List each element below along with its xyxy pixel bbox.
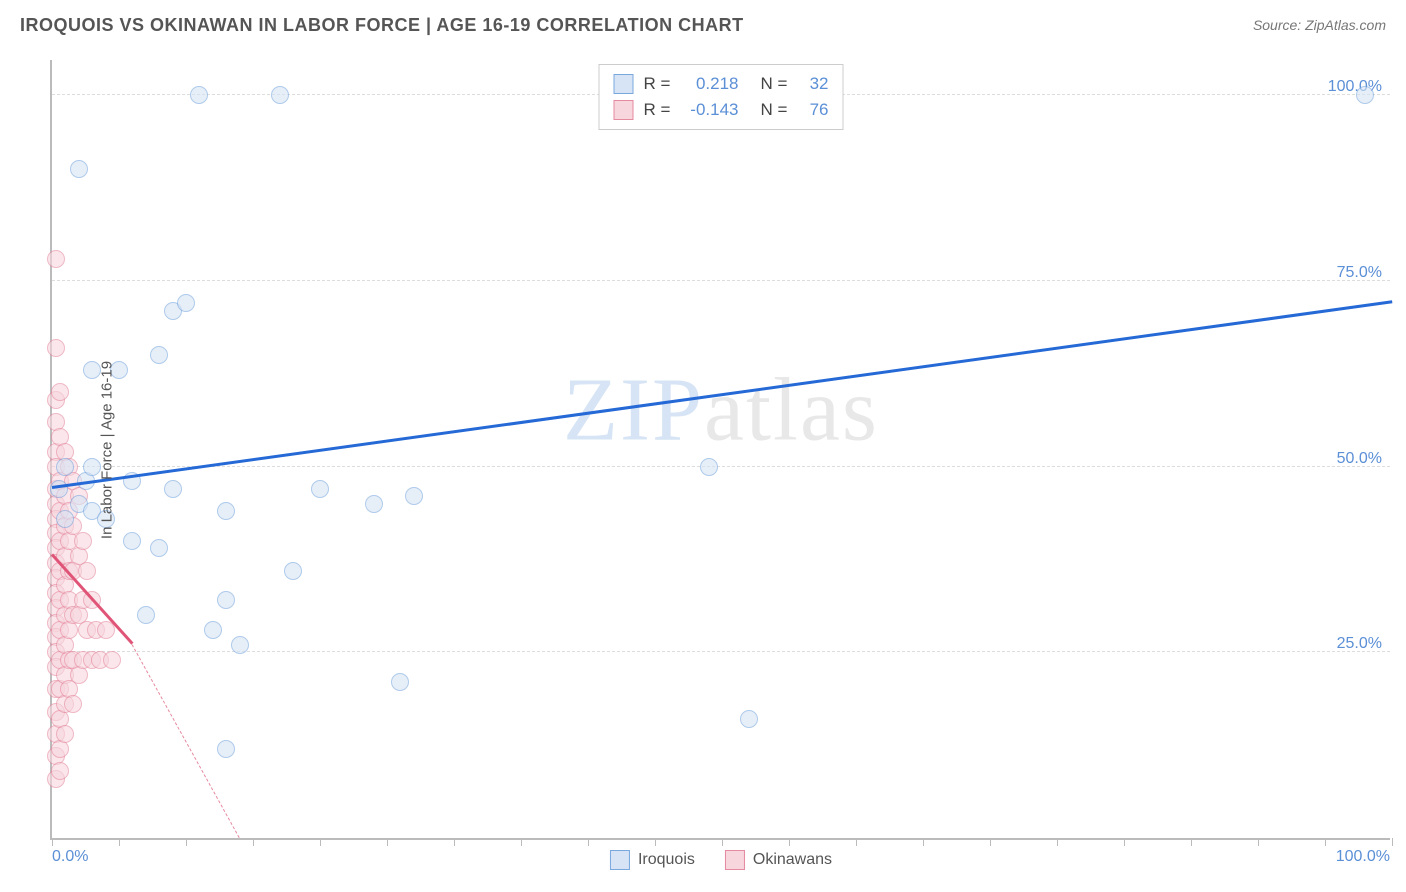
plot-region: ZIPatlas 25.0%50.0%75.0%100.0%0.0%100.0%… bbox=[50, 60, 1390, 840]
data-point bbox=[123, 532, 141, 550]
x-tick bbox=[52, 838, 53, 846]
legend-row: R =0.218N =32 bbox=[614, 71, 829, 97]
data-point bbox=[365, 495, 383, 513]
data-point bbox=[164, 480, 182, 498]
n-value: 32 bbox=[801, 74, 829, 94]
x-tick bbox=[1191, 838, 1192, 846]
data-point bbox=[47, 339, 65, 357]
data-point bbox=[217, 591, 235, 609]
legend-label: Iroquois bbox=[638, 851, 695, 869]
data-point bbox=[74, 532, 92, 550]
x-tick bbox=[1057, 838, 1058, 846]
legend-stats: R =0.218N =32R =-0.143N =76 bbox=[599, 64, 844, 130]
x-tick-label: 0.0% bbox=[52, 848, 88, 866]
x-tick bbox=[1392, 838, 1393, 846]
data-point bbox=[64, 695, 82, 713]
data-point bbox=[103, 651, 121, 669]
x-tick bbox=[923, 838, 924, 846]
legend-swatch bbox=[725, 850, 745, 870]
data-point bbox=[56, 510, 74, 528]
legend-swatch bbox=[614, 100, 634, 120]
x-tick bbox=[521, 838, 522, 846]
data-point bbox=[405, 487, 423, 505]
y-tick-label: 50.0% bbox=[1337, 450, 1382, 468]
trend-line bbox=[52, 300, 1392, 489]
data-point bbox=[78, 562, 96, 580]
x-tick bbox=[1124, 838, 1125, 846]
x-tick bbox=[655, 838, 656, 846]
chart-title: IROQUOIS VS OKINAWAN IN LABOR FORCE | AG… bbox=[20, 15, 744, 36]
n-value: 76 bbox=[801, 100, 829, 120]
gridline bbox=[52, 466, 1390, 467]
data-point bbox=[56, 458, 74, 476]
x-tick bbox=[253, 838, 254, 846]
x-tick bbox=[856, 838, 857, 846]
x-tick bbox=[722, 838, 723, 846]
legend-item: Iroquois bbox=[610, 850, 695, 870]
r-value: -0.143 bbox=[684, 100, 739, 120]
x-tick-label: 100.0% bbox=[1336, 848, 1390, 866]
legend-label: Okinawans bbox=[753, 851, 832, 869]
data-point bbox=[56, 725, 74, 743]
legend-swatch bbox=[610, 850, 630, 870]
data-point bbox=[177, 294, 195, 312]
data-point bbox=[700, 458, 718, 476]
x-tick bbox=[186, 838, 187, 846]
data-point bbox=[391, 673, 409, 691]
data-point bbox=[1356, 86, 1374, 104]
data-point bbox=[271, 86, 289, 104]
data-point bbox=[150, 346, 168, 364]
y-tick-label: 75.0% bbox=[1337, 264, 1382, 282]
gridline bbox=[52, 280, 1390, 281]
data-point bbox=[740, 710, 758, 728]
chart-area: ZIPatlas 25.0%50.0%75.0%100.0%0.0%100.0%… bbox=[50, 60, 1390, 840]
legend-row: R =-0.143N =76 bbox=[614, 97, 829, 123]
source-label: Source: ZipAtlas.com bbox=[1253, 17, 1386, 33]
x-tick bbox=[454, 838, 455, 846]
data-point bbox=[51, 762, 69, 780]
data-point bbox=[284, 562, 302, 580]
y-axis-label: In Labor Force | Age 16-19 bbox=[99, 361, 116, 539]
x-tick bbox=[990, 838, 991, 846]
data-point bbox=[51, 383, 69, 401]
data-point bbox=[150, 539, 168, 557]
x-tick bbox=[320, 838, 321, 846]
x-tick bbox=[789, 838, 790, 846]
header: IROQUOIS VS OKINAWAN IN LABOR FORCE | AG… bbox=[0, 0, 1406, 50]
data-point bbox=[217, 740, 235, 758]
data-point bbox=[231, 636, 249, 654]
data-point bbox=[204, 621, 222, 639]
data-point bbox=[217, 502, 235, 520]
x-tick bbox=[119, 838, 120, 846]
y-tick-label: 25.0% bbox=[1337, 635, 1382, 653]
data-point bbox=[47, 250, 65, 268]
x-tick bbox=[1258, 838, 1259, 846]
x-tick bbox=[1325, 838, 1326, 846]
x-tick bbox=[387, 838, 388, 846]
data-point bbox=[70, 160, 88, 178]
data-point bbox=[137, 606, 155, 624]
gridline bbox=[52, 651, 1390, 652]
legend-item: Okinawans bbox=[725, 850, 832, 870]
legend-swatch bbox=[614, 74, 634, 94]
legend-series: Iroquois Okinawans bbox=[610, 850, 832, 870]
x-tick bbox=[588, 838, 589, 846]
data-point bbox=[311, 480, 329, 498]
data-point bbox=[190, 86, 208, 104]
r-value: 0.218 bbox=[684, 74, 739, 94]
